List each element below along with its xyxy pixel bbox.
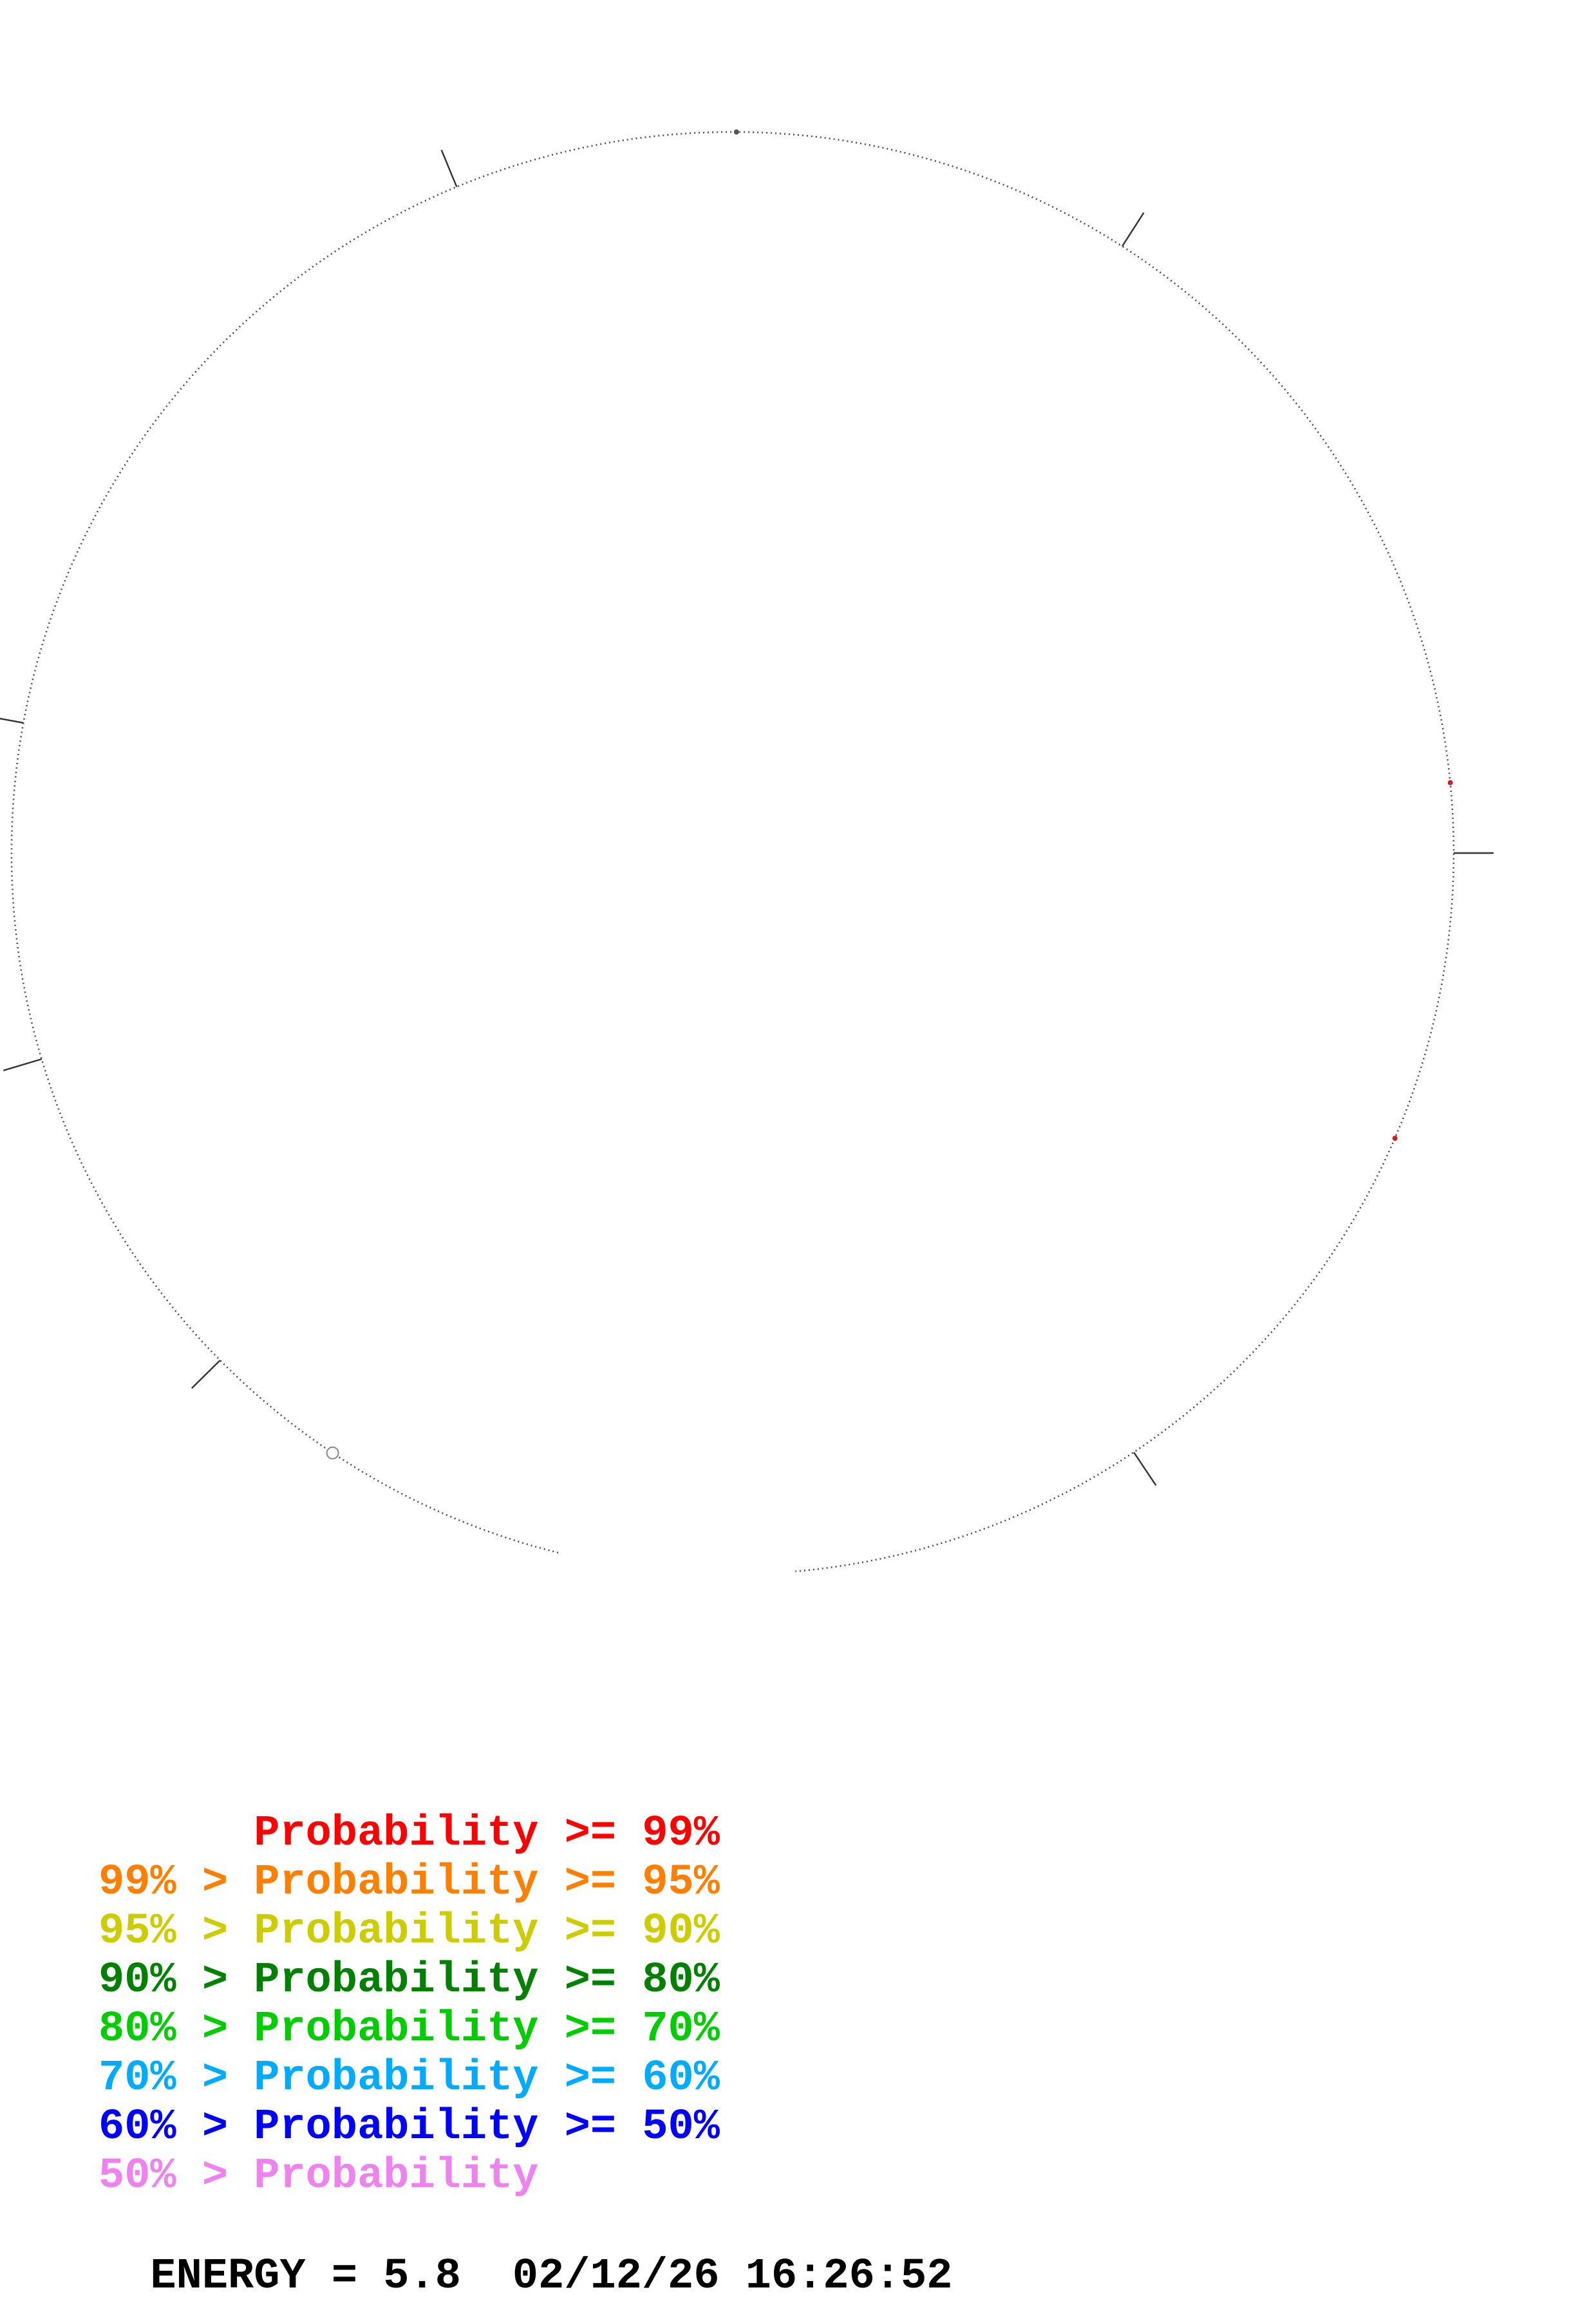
legend-entry: 70% > Probability >= 60% [99, 2054, 720, 2103]
timestamp: 02/12/26 16:26:52 [512, 2252, 953, 2301]
legend-entry: 95% > Probability >= 90% [99, 1907, 720, 1956]
legend-entry: 50% > Probability [99, 2152, 539, 2201]
energy-footer: ENERGY = 5.8 02/12/26 16:26:52 [99, 2203, 952, 2301]
legend-entry: 90% > Probability >= 80% [99, 1956, 720, 2005]
legend-entry: 99% > Probability >= 95% [99, 1858, 720, 1907]
sequence-speck [1392, 1136, 1398, 1141]
sequence-tick-mark [3, 1058, 42, 1071]
legend-entry: 60% > Probability >= 50% [99, 2103, 720, 2152]
sequence-tick-mark [1122, 212, 1145, 247]
sequence-tick-mark [440, 149, 458, 187]
sequence-tick-mark [191, 1359, 221, 1389]
probability-legend: Probability >= 99% 99% > Probability >= … [99, 1809, 720, 2201]
legend-entry: Probability >= 99% [99, 1809, 720, 1858]
sequence-circle-arc [10, 131, 1455, 1572]
sequence-speck [1447, 780, 1453, 785]
sequence-tick-mark [0, 717, 24, 724]
energy-value: ENERGY = 5.8 [150, 2252, 461, 2301]
sequence-end-marker [326, 1446, 339, 1460]
sequence-tick-mark [1133, 1452, 1157, 1486]
sequence-speck [733, 129, 739, 135]
legend-entry: 80% > Probability >= 70% [99, 2005, 720, 2054]
